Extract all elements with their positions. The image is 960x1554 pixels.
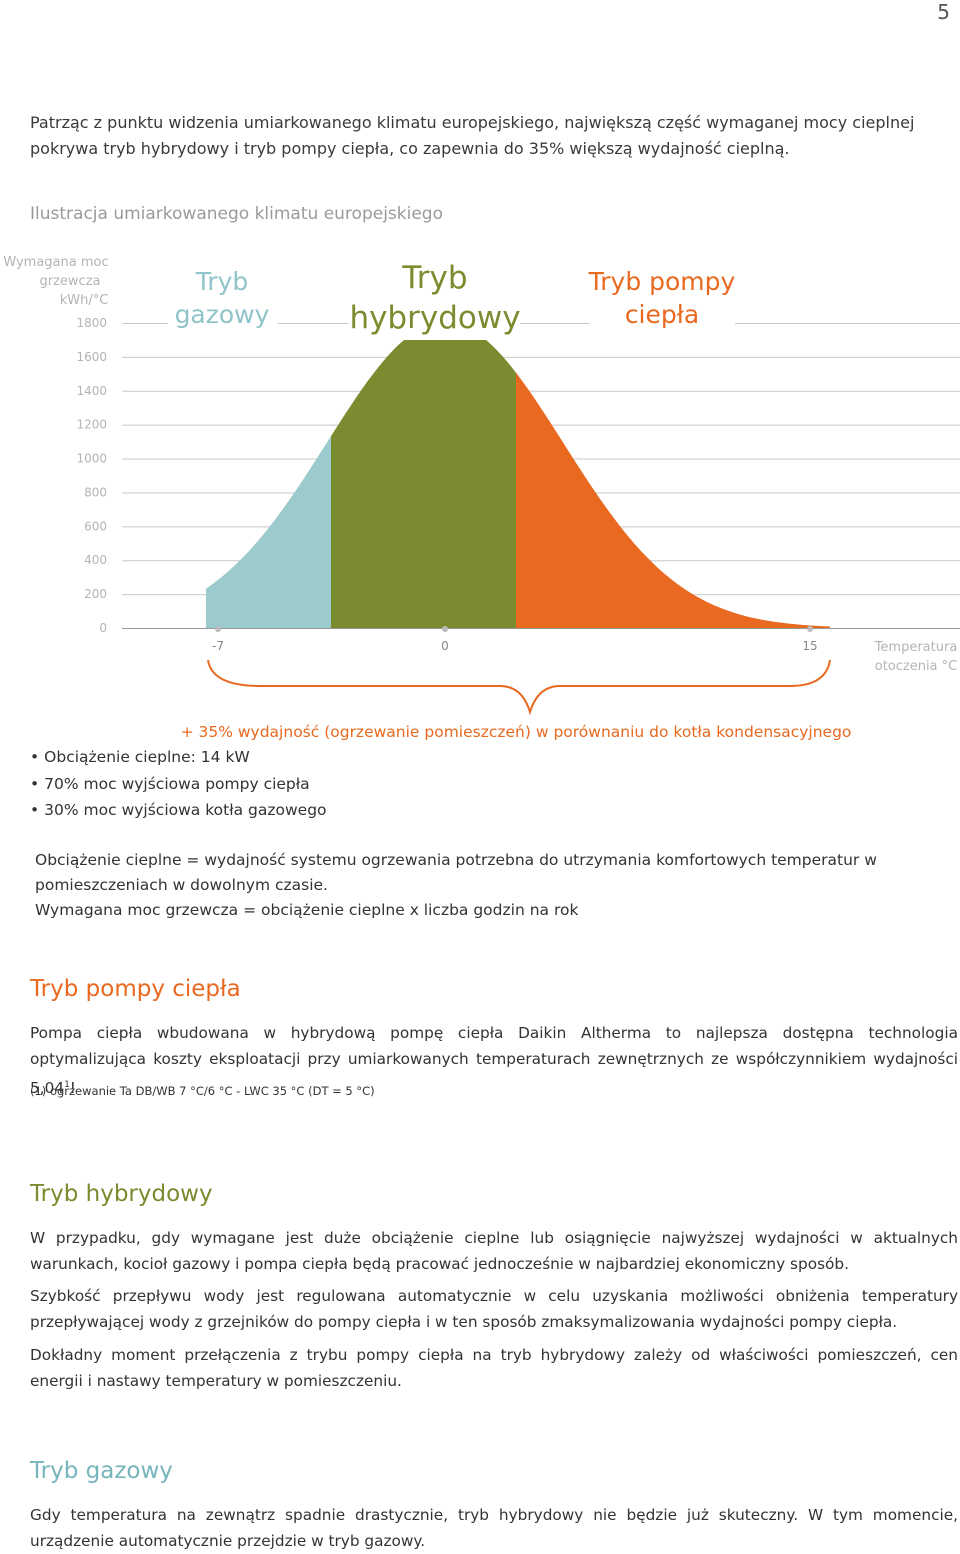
label-gas-line-2: gazowy (175, 300, 270, 329)
definition-heat-load: Obciążenie cieplne = wydajność systemu o… (35, 851, 877, 894)
label-hybrid-line-2: hybrydowy (349, 300, 520, 336)
y-axis-ticks: 1800 1600 1400 1200 1000 800 600 400 200 0 (76, 316, 107, 635)
y-tick-label: 600 (84, 519, 107, 533)
region-gas (206, 322, 331, 628)
section-title-heatpump: Tryb pompy ciepła (30, 976, 241, 1002)
y-axis-label: Wymagana moc grzewcza kWh/°C (3, 255, 108, 308)
bullet-item: Obciążenie cieplne: 14 kW (30, 744, 327, 771)
bullet-item: 70% moc wyjściowa pompy ciepła (30, 771, 327, 798)
brace (207, 659, 831, 716)
label-heatpump-line-2: ciepła (625, 300, 699, 329)
y-tick-label: 400 (84, 553, 107, 567)
section-text-hybrid-1: W przypadku, gdy wymagane jest duże obci… (30, 1229, 958, 1273)
x-tick-dot (442, 626, 448, 632)
x-axis-label: Temperatura otoczenia °C (874, 640, 958, 674)
definitions: Obciążenie cieplne = wydajność systemu o… (35, 848, 935, 923)
y-tick-label: 0 (99, 621, 107, 635)
section-text-heatpump: Pompa ciepła wbudowana w hybrydową pompę… (30, 1024, 958, 1098)
bullet-list: Obciążenie cieplne: 14 kW 70% moc wyjści… (30, 744, 327, 824)
y-tick-label: 1600 (76, 350, 107, 364)
label-hybrid-line-1: Tryb (401, 260, 467, 296)
section-text-hybrid-3: Dokładny moment przełączenia z trybu pom… (30, 1346, 958, 1390)
x-tick-label: 15 (802, 639, 817, 653)
x-tick-dot (215, 626, 221, 632)
chart-subtitle: Ilustracja umiarkowanego klimatu europej… (30, 204, 443, 224)
y-tick-label: 1400 (76, 384, 107, 398)
label-heatpump-line-1: Tryb pompy (588, 267, 736, 296)
x-axis-label-line-1: Temperatura (874, 640, 958, 655)
y-axis-label-line-2: grzewcza (40, 274, 101, 289)
intro-paragraph: Patrząc z punktu widzenia umiarkowanego … (30, 113, 915, 158)
x-tick-label: 0 (441, 639, 449, 653)
label-gas-line-1: Tryb (195, 267, 249, 296)
y-tick-label: 800 (84, 485, 107, 499)
y-tick-label: 200 (84, 587, 107, 601)
bullet-item: 30% moc wyjściowa kotła gazowego (30, 797, 326, 824)
section-text-hybrid-2: Szybkość przepływu wody jest regulowana … (30, 1287, 958, 1331)
x-axis-label-line-2: otoczenia °C (875, 659, 958, 674)
heating-mode-chart: 1800 1600 1400 1200 1000 800 600 400 200 0 Wymaga… (3, 254, 960, 740)
region-heatpump (516, 322, 830, 628)
section-title-gas: Tryb gazowy (30, 1458, 173, 1484)
page-number: 5 (937, 0, 950, 24)
y-tick-label: 1800 (76, 316, 107, 330)
section-text-gas: Gdy temperatura na zewnątrz spadnie dras… (30, 1506, 958, 1550)
y-tick-label: 1200 (76, 418, 107, 432)
y-axis-label-line-3: kWh/°C (60, 293, 109, 308)
section-title-hybrid: Tryb hybrydowy (30, 1181, 213, 1207)
definition-heating-power: Wymagana moc grzewcza = obciążenie ciepl… (35, 901, 579, 919)
x-tick-label: -7 (212, 639, 224, 653)
x-tick-dot (807, 626, 813, 632)
footnote: (1) ogrzewanie Ta DB/WB 7 °C/6 °C - LWC … (30, 1084, 375, 1098)
y-tick-label: 1000 (76, 452, 107, 466)
y-axis-label-line-1: Wymagana moc (3, 255, 108, 270)
chart-annotation: + 35% wydajność (ogrzewanie pomieszczeń)… (181, 723, 852, 740)
